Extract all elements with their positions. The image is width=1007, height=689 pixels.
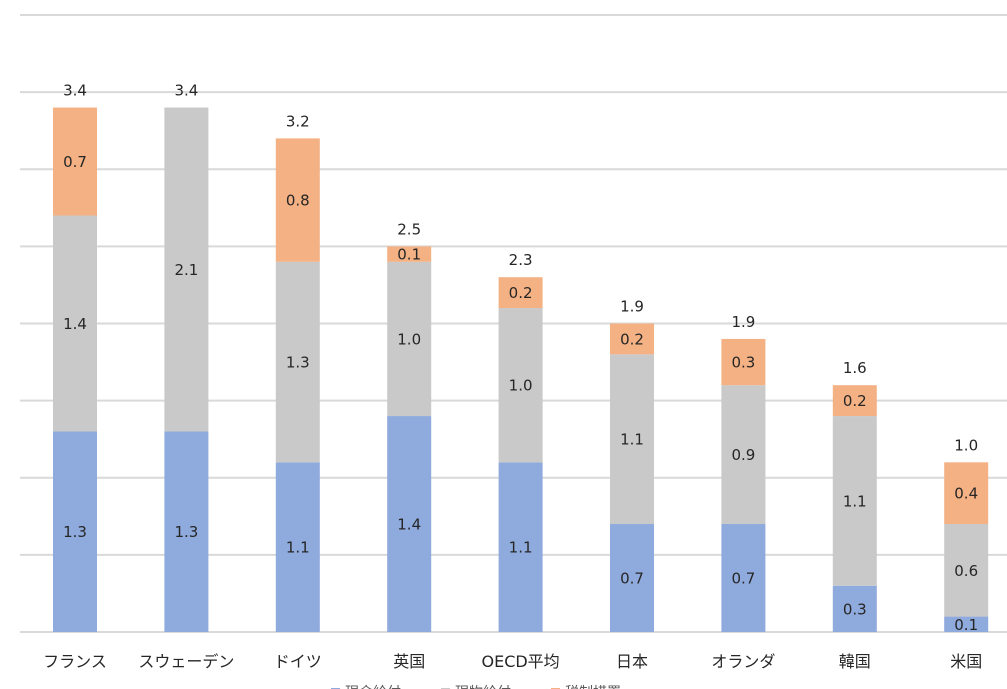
segment-value-label: 1.1 (843, 492, 867, 510)
total-value-label: 1.6 (843, 359, 867, 377)
legend: 現金給付 現物給付 税制措置 (331, 685, 621, 689)
legend-item: 税制措置 (551, 685, 621, 689)
bar-segment-tax (498, 277, 543, 309)
bar-segment-in-kind (721, 385, 766, 525)
category-label: 韓国 (839, 652, 871, 671)
segment-value-label: 0.3 (843, 600, 867, 618)
segment-value-label: 2.1 (174, 261, 198, 279)
bar-segment-cash (832, 585, 877, 632)
bar-segment-cash (164, 431, 209, 632)
segment-value-label: 1.0 (509, 377, 533, 395)
bar-segment-tax (832, 385, 877, 417)
bar-segment-in-kind (498, 308, 543, 463)
segment-value-label: 1.4 (63, 315, 87, 333)
segment-value-label: 0.2 (509, 284, 533, 302)
segment-value-label: 1.1 (286, 539, 310, 557)
segment-value-label: 0.7 (731, 570, 755, 588)
bar-segment-tax (275, 138, 320, 262)
bar-segment-tax (387, 246, 432, 262)
segment-value-label: 0.2 (620, 330, 644, 348)
legend-label: 現金給付 (345, 685, 401, 689)
segment-value-label: 0.8 (286, 192, 310, 210)
bar-segment-in-kind (832, 416, 877, 586)
total-value-label: 2.3 (509, 251, 533, 269)
segment-value-label: 1.3 (174, 523, 198, 541)
total-value-label: 1.9 (620, 298, 644, 316)
data-labels: 1.3 1.4 0.7 3.4 1.3 2.1 3.4 1.1 1.3 0.8 3.2 1.4 1.0 0… (63, 82, 978, 634)
legend-label: 税制措置 (565, 685, 621, 689)
bar-segment-tax (944, 462, 989, 525)
category-label: 日本 (616, 652, 648, 671)
bar-segment-in-kind (53, 215, 97, 432)
segment-value-label: 0.9 (731, 446, 755, 464)
bar-segment-cash (53, 431, 97, 632)
legend-label: 現物給付 (455, 685, 511, 689)
category-label: 英国 (393, 652, 425, 671)
legend-item: 現物給付 (441, 685, 511, 689)
bar-segment-in-kind (610, 354, 654, 525)
segment-value-label: 1.3 (286, 354, 310, 372)
segment-value-label: 0.4 (954, 485, 978, 503)
bar-segment-cash (498, 462, 543, 632)
category-label: 米国 (950, 652, 982, 671)
segment-value-label: 1.0 (397, 330, 421, 348)
segment-value-label: 0.7 (63, 153, 87, 171)
segment-value-label: 0.2 (843, 392, 867, 410)
bar-segment-in-kind (387, 261, 432, 417)
category-label: ドイツ (274, 652, 322, 671)
bar-segment-cash (610, 524, 654, 632)
total-value-label: 3.4 (174, 82, 198, 100)
bar-segment-in-kind (275, 261, 320, 463)
bar-segment-tax (721, 338, 766, 386)
category-label: OECD平均 (481, 652, 559, 671)
bar-segment-tax (53, 107, 97, 216)
segment-value-label: 0.7 (620, 570, 644, 588)
legend-item: 現金給付 (331, 685, 401, 689)
bar-segment-cash (387, 416, 432, 632)
segment-value-label: 1.1 (620, 431, 644, 449)
total-value-label: 1.9 (731, 313, 755, 331)
segment-value-label: 0.1 (397, 246, 421, 264)
segment-value-label: 1.1 (509, 539, 533, 557)
category-label: オランダ (711, 652, 775, 671)
total-value-label: 3.4 (63, 82, 87, 100)
total-value-label: 2.5 (397, 220, 421, 238)
bar-segment-cash (275, 462, 320, 632)
bar-segment-cash (721, 524, 766, 632)
bar-segment-in-kind (944, 524, 989, 617)
total-value-label: 1.0 (954, 436, 978, 454)
segment-value-label: 1.3 (63, 523, 87, 541)
bar-segment-cash (944, 616, 989, 632)
bar-segment-in-kind (164, 107, 209, 432)
category-label: スウェーデン (138, 652, 234, 671)
segment-value-label: 0.3 (731, 354, 755, 372)
bars (53, 107, 989, 632)
segment-value-label: 0.1 (954, 616, 978, 634)
segment-value-label: 0.6 (954, 562, 978, 580)
bar-segment-tax (610, 323, 654, 355)
segment-value-label: 1.4 (397, 516, 421, 534)
category-label: フランス (43, 652, 107, 671)
total-value-label: 3.2 (286, 112, 310, 130)
category-axis-labels: フランス スウェーデン ドイツ 英国 OECD平均 日本 オランダ 韓国 米国 (43, 652, 982, 671)
